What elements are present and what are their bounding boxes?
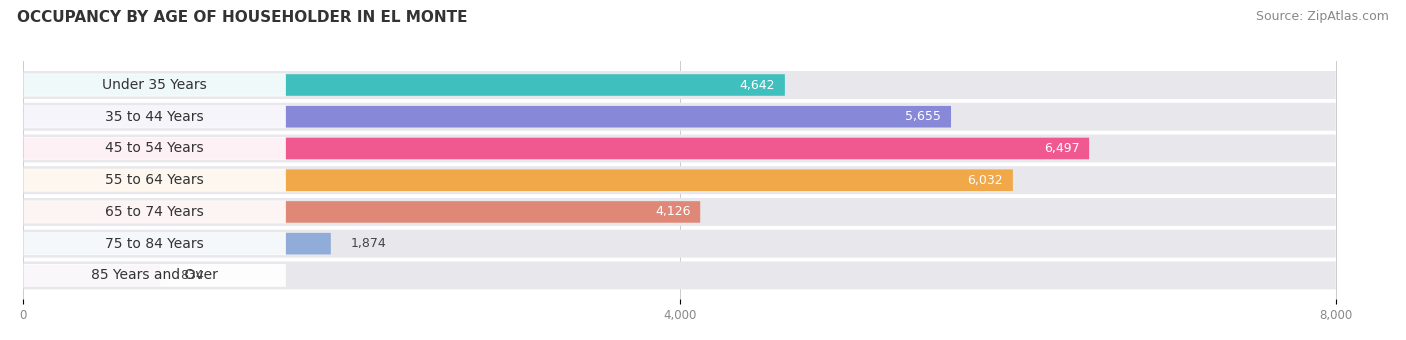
Text: 65 to 74 Years: 65 to 74 Years [105, 205, 204, 219]
Text: 85 Years and Over: 85 Years and Over [91, 268, 218, 283]
FancyBboxPatch shape [24, 264, 285, 287]
FancyBboxPatch shape [24, 169, 285, 192]
FancyBboxPatch shape [24, 137, 285, 160]
FancyBboxPatch shape [24, 135, 1336, 163]
Text: 75 to 84 Years: 75 to 84 Years [105, 237, 204, 251]
Text: 834: 834 [180, 269, 204, 282]
FancyBboxPatch shape [24, 261, 1336, 289]
Text: 5,655: 5,655 [905, 110, 941, 123]
FancyBboxPatch shape [24, 103, 1336, 131]
FancyBboxPatch shape [24, 201, 700, 223]
FancyBboxPatch shape [24, 198, 1336, 226]
Text: 55 to 64 Years: 55 to 64 Years [105, 173, 204, 187]
Text: Under 35 Years: Under 35 Years [103, 78, 207, 92]
Text: 4,642: 4,642 [740, 79, 775, 91]
FancyBboxPatch shape [24, 106, 950, 128]
Text: 1,874: 1,874 [350, 237, 387, 250]
Text: 35 to 44 Years: 35 to 44 Years [105, 110, 204, 124]
FancyBboxPatch shape [24, 73, 285, 97]
Text: 6,497: 6,497 [1043, 142, 1080, 155]
Text: Source: ZipAtlas.com: Source: ZipAtlas.com [1256, 10, 1389, 23]
FancyBboxPatch shape [24, 71, 1336, 99]
FancyBboxPatch shape [24, 166, 1336, 194]
FancyBboxPatch shape [24, 230, 1336, 258]
FancyBboxPatch shape [24, 233, 330, 254]
FancyBboxPatch shape [24, 169, 1012, 191]
FancyBboxPatch shape [24, 265, 160, 286]
Text: 45 to 54 Years: 45 to 54 Years [105, 141, 204, 155]
Text: OCCUPANCY BY AGE OF HOUSEHOLDER IN EL MONTE: OCCUPANCY BY AGE OF HOUSEHOLDER IN EL MO… [17, 10, 467, 25]
FancyBboxPatch shape [24, 105, 285, 128]
FancyBboxPatch shape [24, 74, 785, 96]
FancyBboxPatch shape [24, 201, 285, 223]
FancyBboxPatch shape [24, 138, 1090, 159]
FancyBboxPatch shape [24, 232, 285, 255]
Text: 6,032: 6,032 [967, 174, 1002, 187]
Text: 4,126: 4,126 [655, 205, 690, 218]
